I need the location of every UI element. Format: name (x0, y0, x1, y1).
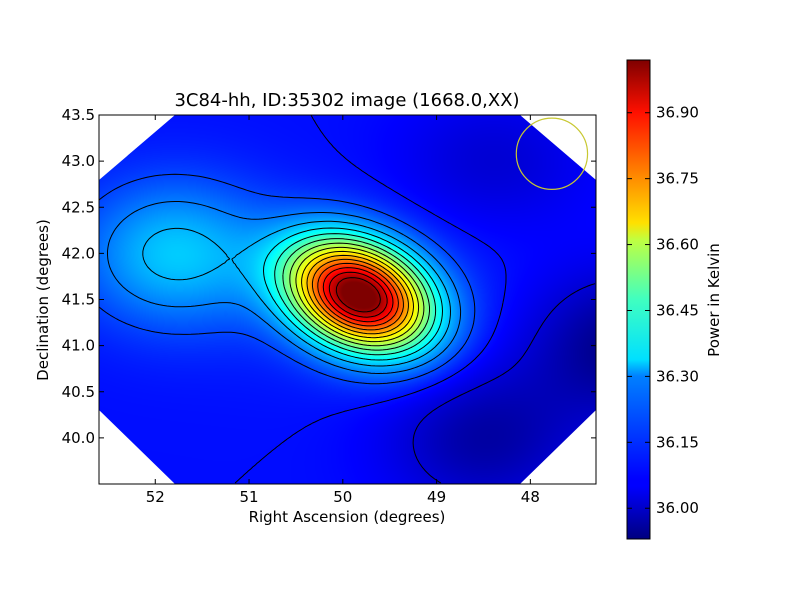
colorbar-label: Power in Kelvin (705, 243, 723, 357)
x-axis-ticks: 52 51 50 49 48 (146, 115, 540, 506)
plot-area: 52 51 50 49 48 40.040.541.041.542.042.543.04… (62, 106, 597, 506)
heatmap-layer (99, 115, 596, 484)
x-tick-label: 51 (239, 488, 258, 506)
beam-marker (515, 117, 589, 190)
colorbar-gradient (627, 60, 650, 539)
contour-lines (99, 115, 596, 484)
colorbar-tick-label: 36.60 (656, 236, 699, 254)
y-tick-label: 42.0 (62, 244, 95, 262)
x-tick-label: 50 (333, 488, 352, 506)
y-tick-label: 40.5 (62, 383, 95, 401)
y-tick-label: 41.0 (62, 337, 95, 355)
colorbar-tick-label: 36.75 (656, 170, 699, 188)
x-tick-label: 52 (146, 488, 165, 506)
colorbar-tick-label: 36.90 (656, 104, 699, 122)
y-tick-label: 43.5 (62, 106, 95, 124)
x-tick-label: 48 (521, 488, 540, 506)
chart-title: 3C84-hh, ID:35302 image (1668.0,XX) (174, 90, 519, 111)
colorbar-tick-label: 36.15 (656, 433, 699, 451)
x-tick-label: 49 (427, 488, 446, 506)
contour-path (99, 115, 596, 484)
y-tick-label: 42.5 (62, 198, 95, 216)
y-tick-label: 43.0 (62, 152, 95, 170)
y-tick-label: 41.5 (62, 291, 95, 309)
colorbar-tick-label: 36.30 (656, 367, 699, 385)
colorbar-ticks: 36.00 36.15 36.30 36.45 36.60 36.75 36.90 (627, 104, 699, 517)
colorbar-frame (626, 59, 651, 540)
x-axis-label: Right Ascension (degrees) (249, 508, 446, 526)
y-axis-label: Declination (degrees) (34, 219, 52, 381)
colorbar: 36.00 36.15 36.30 36.45 36.60 36.75 36.90 Powe… (626, 59, 723, 540)
y-tick-label: 40.0 (62, 429, 95, 447)
colorbar-tick-label: 36.45 (656, 301, 699, 319)
y-axis-ticks: 40.0 40.5 41.0 41.5 42.0 42.5 43.0 43.5 (62, 106, 596, 447)
heatmap-image (99, 115, 596, 484)
colorbar-tick-label: 36.00 (656, 499, 699, 517)
